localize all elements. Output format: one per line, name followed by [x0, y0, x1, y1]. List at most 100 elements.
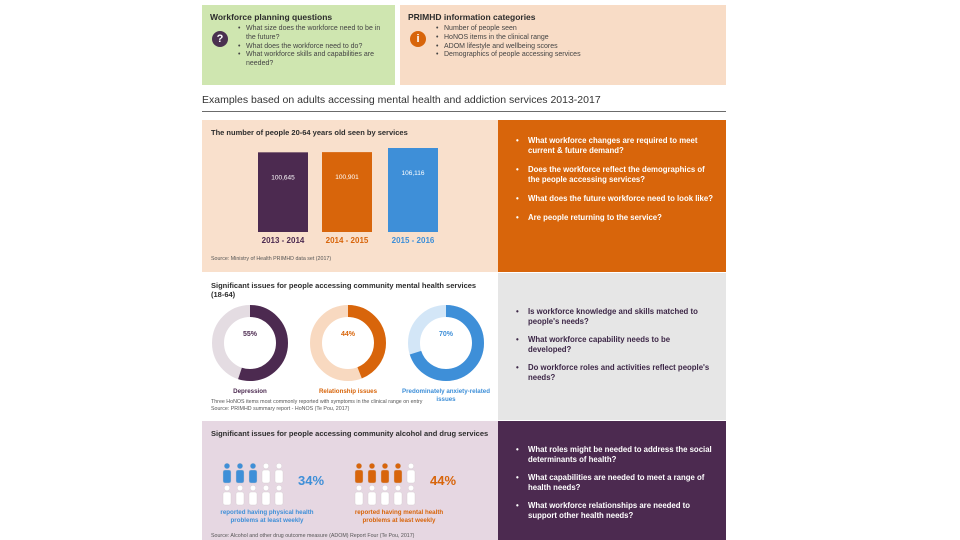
list-item: Demographics of people accessing service…: [436, 51, 718, 60]
person-body: [393, 469, 403, 484]
section-alcohol-drug-questions: What roles might be needed to address th…: [498, 421, 726, 540]
donut-percent-label: 70%: [438, 331, 453, 338]
person-head: [369, 463, 376, 469]
donut-percent-label: 44%: [340, 331, 355, 338]
section-mental-health-chart-panel: Significant issues for people accessing …: [202, 273, 498, 420]
person-head: [408, 485, 415, 492]
donut-chart: 70% Predominately anxiety-related issues: [401, 303, 491, 403]
section-people-seen-chart-panel: The number of people 20-64 years old see…: [202, 120, 498, 272]
person-icon: [222, 463, 232, 484]
person-body: [235, 491, 245, 506]
bar-category-label: 2015 - 2016: [392, 236, 435, 245]
section-alcohol-drug: Significant issues for people accessing …: [202, 421, 726, 540]
pictogram-caption: reported having physical health problems…: [220, 509, 314, 524]
question-item: What capabilities are needed to meet a r…: [516, 473, 714, 493]
primhd-list: Number of people seen HoNOS items in the…: [436, 25, 718, 60]
person-body: [367, 491, 377, 506]
person-icon: [261, 485, 271, 506]
bar-chart: 100,645 2013 - 2014 100,901 2014 - 2015 106,…: [258, 148, 438, 245]
person-icon: [367, 463, 377, 484]
source-note: Source: Alcohol and other drug outcome m…: [211, 533, 415, 539]
bar: [388, 148, 438, 232]
donut-svg: [310, 305, 386, 381]
pictogram-percent-label: 34%: [298, 473, 325, 488]
person-body: [380, 469, 390, 484]
infographic: Workforce planning questions ? What size…: [202, 5, 726, 540]
bar-value-label: 100,645: [271, 174, 295, 181]
person-icon: [380, 463, 390, 484]
person-head: [237, 463, 244, 469]
person-icon: [406, 485, 416, 506]
bar: [322, 152, 372, 232]
donut-category-label: Depression: [233, 388, 267, 395]
donut-slice: [408, 305, 484, 381]
question-icon: ?: [212, 31, 228, 47]
person-icon: [235, 463, 245, 484]
person-icon: [248, 485, 258, 506]
person-icon: [393, 485, 403, 506]
section-people-seen: The number of people 20-64 years old see…: [202, 120, 726, 272]
person-head: [369, 485, 376, 492]
question-item: Are people returning to the service?: [516, 213, 714, 223]
person-icon: [393, 463, 403, 484]
section-mental-health-questions: Is workforce knowledge and skills matche…: [498, 273, 726, 420]
person-icon: [248, 463, 258, 484]
person-body: [222, 469, 232, 484]
person-body: [261, 469, 271, 484]
person-body: [406, 491, 416, 506]
list-item: What size does the workforce need to be …: [238, 25, 387, 43]
person-pictogram: 34% reported having physical health probl…: [220, 461, 324, 524]
info-icon: i: [410, 31, 426, 47]
person-icon: [380, 485, 390, 506]
question-item: What workforce capability needs to be de…: [516, 335, 714, 355]
person-head: [250, 463, 257, 469]
person-head: [263, 485, 270, 492]
donut-slice: [212, 305, 288, 381]
donut-svg: [212, 305, 288, 381]
person-head: [276, 485, 283, 492]
donut-category-label: Relationship issues: [318, 388, 378, 395]
person-body: [393, 491, 403, 506]
section-people-seen-questions: What workforce changes are required to m…: [498, 120, 726, 272]
person-icon: [261, 463, 271, 484]
person-body: [367, 469, 377, 484]
section-title: Significant issues for people accessing …: [211, 429, 489, 438]
person-head: [395, 485, 402, 492]
person-body: [406, 469, 416, 484]
person-body: [380, 491, 390, 506]
source-note: Three HoNOS items most commonly reported…: [211, 399, 423, 405]
person-head: [355, 463, 362, 469]
person-head: [408, 463, 415, 469]
person-head: [382, 485, 389, 492]
pictogram-percent-label: 44%: [430, 473, 457, 488]
workforce-planning-card: Workforce planning questions ? What size…: [202, 5, 395, 85]
question-item: What roles might be needed to address th…: [516, 445, 714, 465]
workforce-planning-list: What size does the workforce need to be …: [238, 25, 387, 69]
person-icon: [367, 485, 377, 506]
bar: [258, 152, 308, 232]
pictogram-caption: reported having mental health problems a…: [354, 509, 444, 524]
person-head: [237, 485, 244, 492]
person-body: [354, 491, 364, 506]
section-title: Significant issues for people accessing …: [211, 281, 477, 299]
donut-slice: [310, 305, 386, 381]
person-icon: [354, 485, 364, 506]
primhd-card: PRIMHD information categories i Number o…: [400, 5, 726, 85]
pictogram-svg: [354, 463, 416, 506]
bar-category-label: 2013 - 2014: [262, 236, 305, 245]
person-head: [395, 463, 402, 469]
question-item: What workforce relationships are needed …: [516, 501, 714, 521]
question-item: What does the future workforce need to l…: [516, 194, 714, 204]
donut-svg: [408, 305, 484, 381]
person-head: [263, 463, 270, 469]
page-title: Examples based on adults accessing menta…: [202, 94, 726, 112]
donut-chart: 55% Depression: [205, 303, 295, 396]
person-icon: [354, 463, 364, 484]
person-body: [248, 469, 258, 484]
person-icon: [222, 485, 232, 506]
person-head: [250, 485, 257, 492]
bar-category-label: 2014 - 2015: [326, 236, 369, 245]
donut-category-label: Predominately anxiety-related issues: [401, 388, 491, 403]
person-head: [223, 463, 230, 469]
section-alcohol-drug-chart-panel: Significant issues for people accessing …: [202, 421, 498, 540]
